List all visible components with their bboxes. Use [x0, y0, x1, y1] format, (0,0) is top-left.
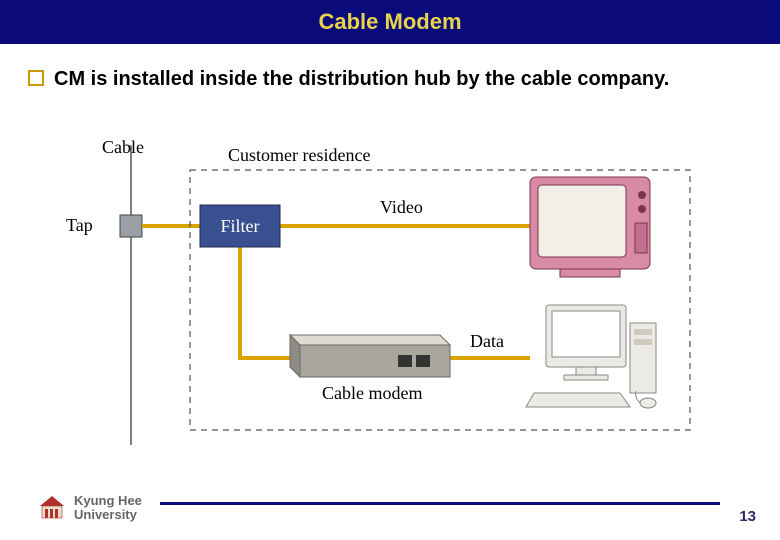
cable-label: Cable [102, 137, 144, 158]
cable-modem-diagram: Filter [60, 145, 710, 445]
title-bar: Cable Modem [0, 0, 780, 44]
wire-filter-modem [240, 247, 290, 358]
cable-modem-node [290, 335, 450, 377]
computer-icon [526, 305, 656, 408]
university-name: Kyung Hee University [74, 494, 142, 523]
bullet-text: CM is installed inside the distribution … [54, 66, 669, 93]
university-line2: University [74, 508, 142, 522]
video-label: Video [380, 197, 423, 218]
filter-node: Filter [200, 205, 280, 247]
residence-label: Customer residence [228, 145, 370, 166]
university-line1: Kyung Hee [74, 494, 142, 508]
university-logo-icon [38, 496, 66, 520]
page-title: Cable Modem [318, 9, 461, 35]
tap-node [120, 215, 142, 237]
footer-divider [160, 502, 720, 505]
data-label: Data [470, 331, 504, 352]
page-number: 13 [739, 508, 756, 525]
tap-label: Tap [66, 215, 93, 236]
cable-modem-label: Cable modem [322, 383, 422, 404]
filter-label-inner: Filter [221, 216, 260, 236]
tv-icon [530, 177, 650, 277]
bullet-row: CM is installed inside the distribution … [28, 66, 752, 93]
slide-footer: Kyung Hee University 13 [0, 494, 780, 530]
bullet-square-icon [28, 70, 44, 86]
